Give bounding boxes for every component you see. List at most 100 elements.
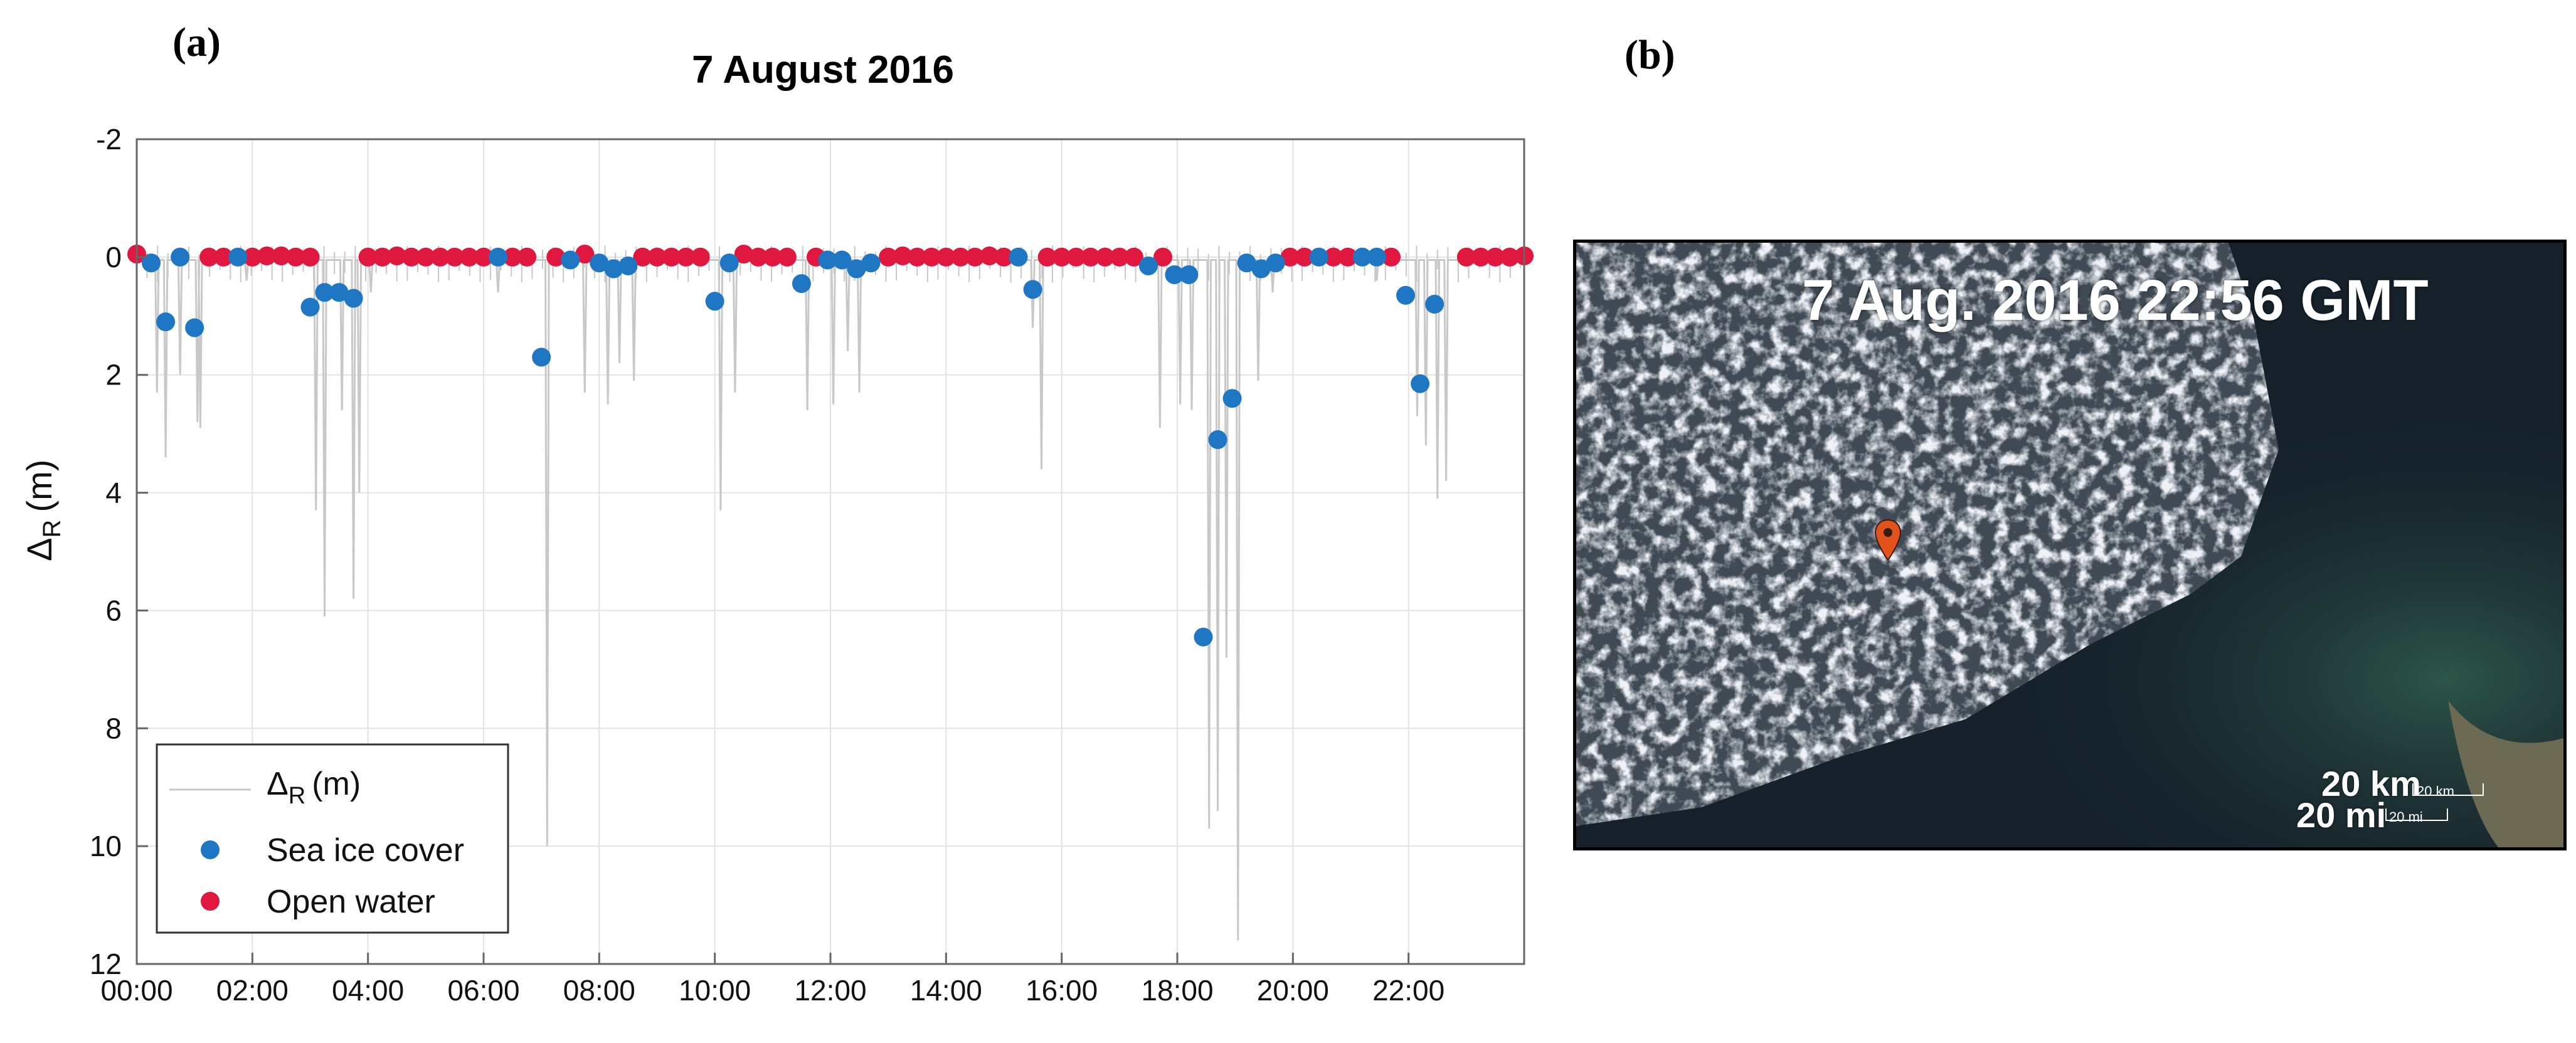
legend-swatch-water	[201, 892, 220, 911]
sea-ice-point	[1009, 247, 1028, 267]
open-water-point	[1153, 247, 1172, 267]
sea-ice-point	[1023, 280, 1042, 299]
x-tick-label: 12:00	[794, 974, 866, 1007]
sea-ice-point	[618, 256, 638, 275]
open-water-point	[1052, 247, 1071, 267]
satellite-map-panel: 7 Aug. 2016 22:56 GMT 20 km 20 mi 20 km …	[1573, 240, 2567, 850]
sea-ice-point	[142, 253, 161, 273]
open-water-point	[1280, 247, 1300, 267]
open-water-point	[647, 247, 667, 267]
x-tick-label: 10:00	[679, 974, 751, 1007]
scale-bar-km	[2412, 783, 2484, 796]
chart-svg: 00:00 02:00 04:00 06:00 08:00 10:00 12:00 14:00…	[19, 48, 1534, 1007]
sea-ice-point	[1194, 627, 1213, 647]
chart-title: 7 August 2016	[692, 48, 954, 92]
legend-label-raw: ΔR (m)	[267, 766, 361, 809]
open-water-point	[430, 247, 450, 267]
open-water-point	[1124, 247, 1143, 267]
open-water-point	[503, 247, 522, 267]
open-water-point	[922, 247, 941, 267]
sea-ice-point	[300, 297, 320, 317]
open-water-point	[517, 247, 537, 267]
y-axis-label-main: Δ	[19, 537, 59, 561]
map-timestamp-title: 7 Aug. 2016 22:56 GMT	[1802, 268, 2429, 332]
legend-raw-main: Δ	[267, 766, 289, 802]
sea-ice-point	[1425, 295, 1444, 314]
y-tick-label: 8	[105, 712, 122, 744]
legend-label-water: Open water	[267, 884, 435, 920]
open-water-point	[358, 247, 378, 267]
open-water-point	[936, 247, 956, 267]
tick-layer: 00:00 02:00 04:00 06:00 08:00 10:00 12:00 14:00…	[90, 123, 1444, 1007]
sea-ice-point	[590, 253, 609, 273]
open-water-point	[1485, 247, 1505, 267]
y-axis-label: ΔR (m)	[19, 460, 66, 561]
sea-ice-point	[1352, 247, 1372, 267]
sea-ice-point	[1396, 285, 1416, 305]
open-water-point	[1471, 247, 1490, 267]
open-water-point	[459, 247, 479, 267]
sea-ice-point	[1411, 374, 1430, 393]
sea-ice-point	[532, 347, 551, 367]
y-tick-label: 0	[105, 241, 122, 273]
x-tick-label: 18:00	[1141, 974, 1213, 1007]
sea-ice-point	[344, 289, 363, 308]
open-water-point	[1095, 247, 1115, 267]
sea-ice-point	[1237, 253, 1256, 273]
open-water-point	[373, 247, 392, 267]
sea-ice-point	[228, 247, 248, 267]
y-tick-label: 6	[105, 594, 122, 627]
open-water-point	[1295, 247, 1314, 267]
open-water-point	[1081, 247, 1100, 267]
open-water-point	[980, 246, 999, 265]
open-water-point	[676, 247, 696, 267]
scale-mi-label: 20 mi	[2296, 795, 2387, 835]
open-water-point	[691, 247, 710, 267]
open-water-point	[994, 247, 1014, 267]
sea-ice-point	[1309, 247, 1328, 267]
sea-ice-point	[1367, 247, 1386, 267]
open-water-point	[1037, 247, 1057, 267]
legend-swatch-ice	[201, 840, 220, 859]
x-tick-label: 00:00	[100, 974, 172, 1007]
y-axis-label-unit: (m)	[19, 460, 59, 512]
open-water-point	[893, 246, 913, 265]
open-water-point	[401, 247, 421, 267]
open-water-point	[1066, 247, 1086, 267]
x-tick-label: 04:00	[332, 974, 404, 1007]
panel-label-b: (b)	[1625, 32, 1675, 78]
open-water-point	[965, 247, 985, 267]
open-water-point	[1456, 247, 1476, 267]
x-tick-label: 14:00	[910, 974, 982, 1007]
location-pin-icon	[1874, 519, 1902, 561]
open-water-point	[243, 247, 262, 267]
scale-bar-mi	[2385, 808, 2448, 821]
sea-ice-point	[847, 259, 866, 278]
satellite-imagery	[1576, 243, 2563, 847]
open-water-point	[1382, 247, 1401, 267]
y-axis-label-sub: R	[38, 520, 66, 538]
open-water-point	[416, 247, 435, 267]
sea-ice-point	[1266, 253, 1285, 273]
open-water-point	[662, 247, 681, 267]
sea-ice-point	[489, 247, 508, 267]
sea-ice-point	[156, 312, 176, 332]
x-tick-label: 02:00	[216, 974, 289, 1007]
open-water-point	[1110, 247, 1129, 267]
y-tick-label: 10	[90, 830, 122, 862]
sea-ice-point	[1222, 389, 1242, 408]
open-water-point	[300, 247, 320, 267]
y-tick-label: 12	[90, 948, 122, 980]
open-water-point	[777, 247, 797, 267]
open-water-point	[908, 247, 927, 267]
sea-ice-point	[561, 250, 580, 270]
x-tick-label: 08:00	[563, 974, 635, 1007]
open-water-point	[748, 247, 768, 267]
open-water-point	[286, 247, 305, 267]
open-water-point	[951, 247, 970, 267]
scale-mi-small-label: 20 mi	[2389, 809, 2423, 825]
open-water-point	[546, 247, 566, 267]
open-water-point	[214, 247, 233, 267]
sea-ice-point	[315, 283, 334, 302]
sea-ice-point	[1179, 265, 1199, 285]
